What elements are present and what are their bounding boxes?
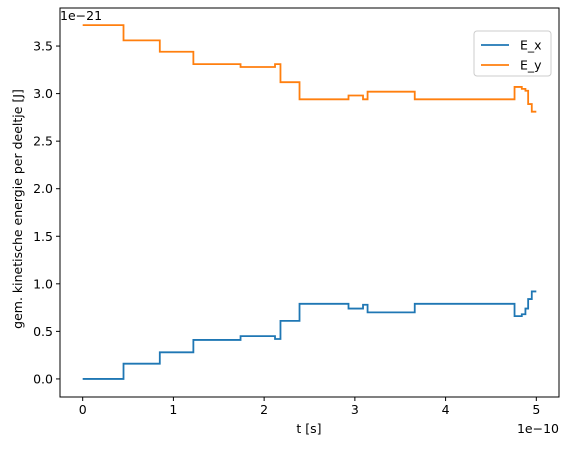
x-offset-label: 1e−10 bbox=[517, 421, 559, 436]
x-tick-label: 3 bbox=[351, 402, 359, 417]
y-tick-label: 0.0 bbox=[33, 371, 53, 386]
y-tick-label: 2.0 bbox=[33, 181, 53, 196]
series-layer bbox=[82, 24, 537, 380]
x-tick-label: 4 bbox=[442, 402, 450, 417]
y-offset-label: 1e−21 bbox=[60, 8, 102, 23]
y-tick-label: 0.5 bbox=[33, 324, 53, 339]
x-tick-label: 2 bbox=[260, 402, 268, 417]
legend-label-e-x: E_x bbox=[520, 38, 542, 53]
series-line-e-y bbox=[82, 24, 537, 113]
plot-frame bbox=[59, 7, 560, 398]
legend: E_x E_y bbox=[473, 30, 552, 77]
x-tick-label: 1 bbox=[169, 402, 177, 417]
x-tick-label: 0 bbox=[79, 402, 87, 417]
axes-layer bbox=[59, 7, 560, 398]
y-tick-label: 2.5 bbox=[33, 134, 53, 149]
x-tick-label: 5 bbox=[532, 402, 540, 417]
x-axis-label: t [s] bbox=[296, 421, 321, 436]
ticks-layer: 0 1 2 3 4 5 0.0 0.5 1.0 1.5 2.0 2.5 3.0 3.5 bbox=[33, 39, 540, 417]
y-tick-label: 3.0 bbox=[33, 86, 53, 101]
legend-label-e-y: E_y bbox=[520, 58, 542, 73]
y-axis-label: gem. kinetische energie per deeltje [J] bbox=[10, 89, 25, 329]
y-tick-label: 1.0 bbox=[33, 276, 53, 291]
y-tick-label: 1.5 bbox=[33, 229, 53, 244]
series-line-e-x bbox=[82, 290, 537, 380]
y-tick-label: 3.5 bbox=[33, 39, 53, 54]
